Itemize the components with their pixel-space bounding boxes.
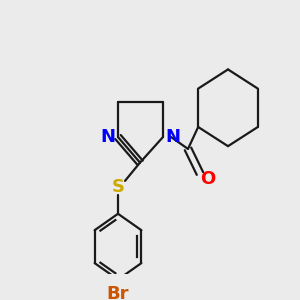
Text: N: N xyxy=(166,128,181,146)
Text: O: O xyxy=(200,170,216,188)
Text: S: S xyxy=(112,178,124,196)
Text: N: N xyxy=(100,128,116,146)
Text: Br: Br xyxy=(107,285,129,300)
